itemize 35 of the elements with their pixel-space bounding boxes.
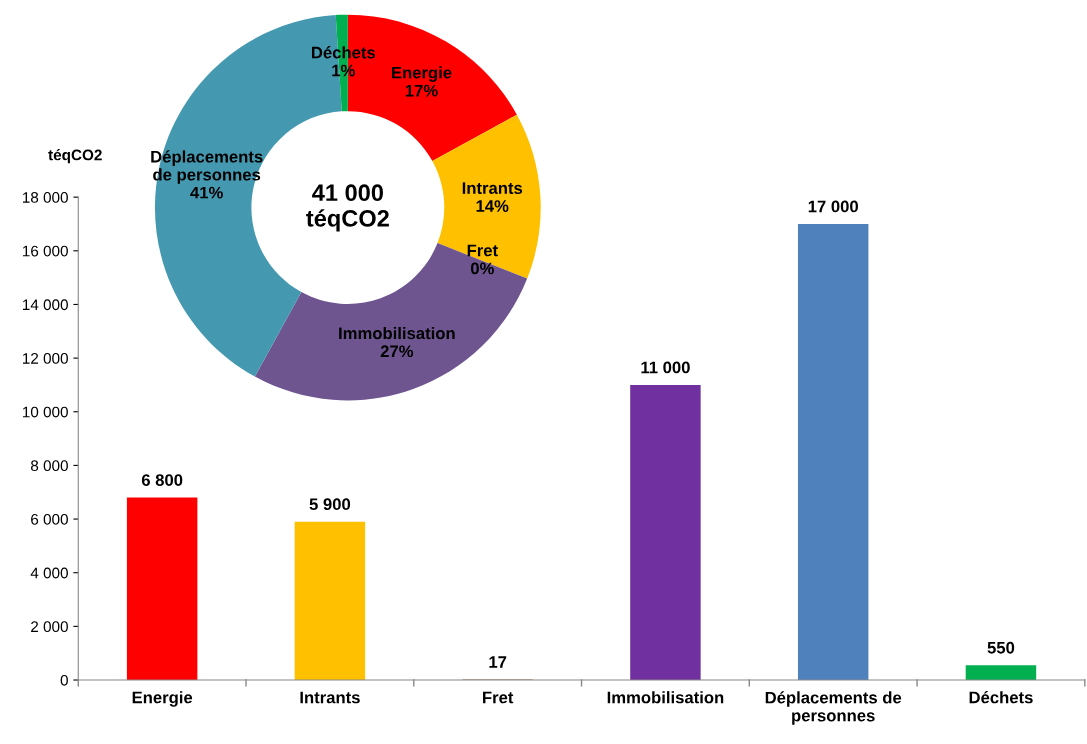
x-tick-label: Energie (132, 691, 193, 707)
y-tick-label: 12 000 (22, 352, 68, 364)
y-tick-label: 8 000 (30, 460, 68, 472)
y-tick-label: 4 000 (30, 567, 68, 579)
data-label: 5 900 (309, 498, 351, 511)
data-label: 41% (190, 186, 223, 199)
x-tick-label: Immobilisation (607, 691, 724, 704)
y-tick-label: 10 000 (22, 406, 68, 418)
data-label: 1% (332, 64, 355, 77)
data-label: 17 (489, 656, 507, 668)
data-label: 17 000 (808, 200, 858, 213)
annotation: 41 000 téqCO2 (306, 184, 389, 232)
slice-label: Energie (392, 66, 452, 82)
x-tick-label: Déplacements de personnes (765, 691, 902, 725)
text: 0% (470, 262, 494, 275)
data-label: 17% (405, 84, 438, 97)
y-tick-label: 16 000 (22, 245, 68, 257)
y-tick-label: 14 000 (22, 299, 68, 311)
data-label: 550 (987, 641, 1015, 654)
y-tick-label: 2 000 (31, 621, 68, 633)
x-tick-label: Déchets (969, 690, 1033, 704)
category-label: Fret (467, 244, 498, 257)
data-label: 27% (380, 345, 414, 358)
y-tick-label: 0 (60, 674, 68, 686)
x-tick-label: Fret (483, 691, 514, 704)
x-tick-label: Intrants (300, 691, 360, 704)
data-label: 14% (476, 200, 509, 212)
y-axis-title: téqCO2 (48, 148, 102, 164)
slice-label: Déchets (311, 46, 376, 59)
slice-label: Intrants (462, 182, 523, 194)
y-tick-label: 6 000 (31, 513, 68, 525)
y-tick-label: 18 000 (22, 192, 68, 203)
data-label: 11 000 (641, 361, 690, 374)
slice-label: Immobilisation (339, 326, 455, 340)
data-label: 6 800 (141, 474, 183, 486)
